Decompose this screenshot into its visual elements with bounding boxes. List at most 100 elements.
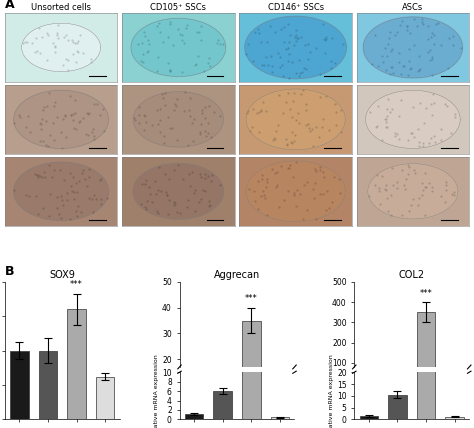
- Point: [365, 193, 373, 200]
- Point: [289, 97, 297, 104]
- Point: [426, 57, 434, 64]
- Point: [417, 65, 424, 72]
- Point: [141, 203, 148, 210]
- Text: B: B: [5, 265, 14, 278]
- Point: [310, 194, 318, 201]
- Point: [138, 40, 146, 47]
- Point: [284, 44, 292, 51]
- Point: [255, 109, 263, 116]
- Point: [56, 166, 64, 173]
- Point: [31, 48, 39, 55]
- Point: [292, 37, 300, 44]
- Point: [99, 105, 106, 112]
- Point: [61, 112, 68, 119]
- Point: [141, 29, 148, 36]
- Bar: [271, 417, 289, 419]
- Point: [34, 48, 41, 54]
- Point: [407, 130, 415, 137]
- Point: [171, 107, 178, 113]
- Point: [393, 29, 401, 36]
- Point: [337, 107, 345, 113]
- Point: [264, 38, 271, 45]
- Point: [321, 49, 328, 56]
- Point: [432, 138, 439, 145]
- Point: [374, 62, 382, 69]
- Point: [262, 107, 270, 114]
- Point: [50, 40, 57, 47]
- Point: [36, 50, 44, 56]
- Point: [171, 101, 178, 108]
- Point: [93, 101, 101, 107]
- Point: [415, 194, 422, 201]
- Point: [84, 110, 91, 117]
- Point: [383, 116, 390, 122]
- Point: [76, 118, 84, 125]
- Point: [404, 71, 412, 78]
- Point: [408, 65, 415, 71]
- Point: [53, 114, 61, 121]
- Point: [22, 192, 30, 199]
- Point: [205, 55, 213, 62]
- Point: [245, 108, 252, 115]
- Point: [254, 178, 262, 184]
- Polygon shape: [22, 23, 100, 71]
- Point: [103, 195, 110, 202]
- Point: [74, 49, 82, 56]
- Point: [386, 109, 394, 116]
- Point: [428, 56, 436, 62]
- Point: [67, 111, 75, 118]
- Bar: [388, 381, 407, 383]
- Point: [322, 33, 329, 40]
- Point: [294, 110, 302, 117]
- Point: [155, 20, 163, 27]
- Point: [414, 202, 421, 208]
- Point: [206, 203, 213, 210]
- Point: [51, 102, 58, 109]
- Point: [257, 192, 264, 199]
- Point: [168, 124, 176, 131]
- Point: [376, 200, 384, 207]
- Point: [57, 128, 65, 135]
- Point: [192, 60, 200, 67]
- Point: [275, 203, 283, 210]
- Point: [151, 177, 159, 184]
- Point: [142, 205, 150, 212]
- Point: [46, 190, 54, 197]
- Bar: [10, 351, 28, 419]
- Point: [292, 32, 300, 39]
- Point: [300, 64, 308, 71]
- Bar: [67, 309, 86, 419]
- Point: [32, 35, 40, 42]
- Point: [419, 21, 427, 27]
- Point: [288, 139, 296, 146]
- Point: [144, 198, 151, 205]
- Point: [332, 109, 340, 116]
- Point: [387, 63, 395, 70]
- Point: [46, 89, 53, 96]
- Point: [54, 35, 62, 42]
- Point: [393, 130, 401, 137]
- Polygon shape: [131, 18, 226, 77]
- Point: [157, 187, 164, 194]
- Point: [206, 62, 213, 69]
- Point: [51, 44, 58, 51]
- Point: [428, 30, 436, 37]
- Point: [381, 45, 389, 51]
- Point: [49, 120, 56, 127]
- Point: [444, 64, 452, 71]
- Point: [391, 130, 398, 137]
- Point: [259, 98, 267, 105]
- Point: [262, 54, 269, 60]
- Point: [27, 128, 34, 135]
- Point: [418, 179, 426, 186]
- Point: [421, 170, 428, 177]
- Point: [197, 121, 205, 128]
- Point: [431, 100, 438, 107]
- Point: [207, 178, 215, 184]
- Point: [178, 68, 186, 75]
- Point: [249, 57, 257, 64]
- Point: [174, 161, 182, 168]
- Point: [297, 91, 305, 98]
- Point: [295, 57, 303, 64]
- Point: [43, 103, 50, 110]
